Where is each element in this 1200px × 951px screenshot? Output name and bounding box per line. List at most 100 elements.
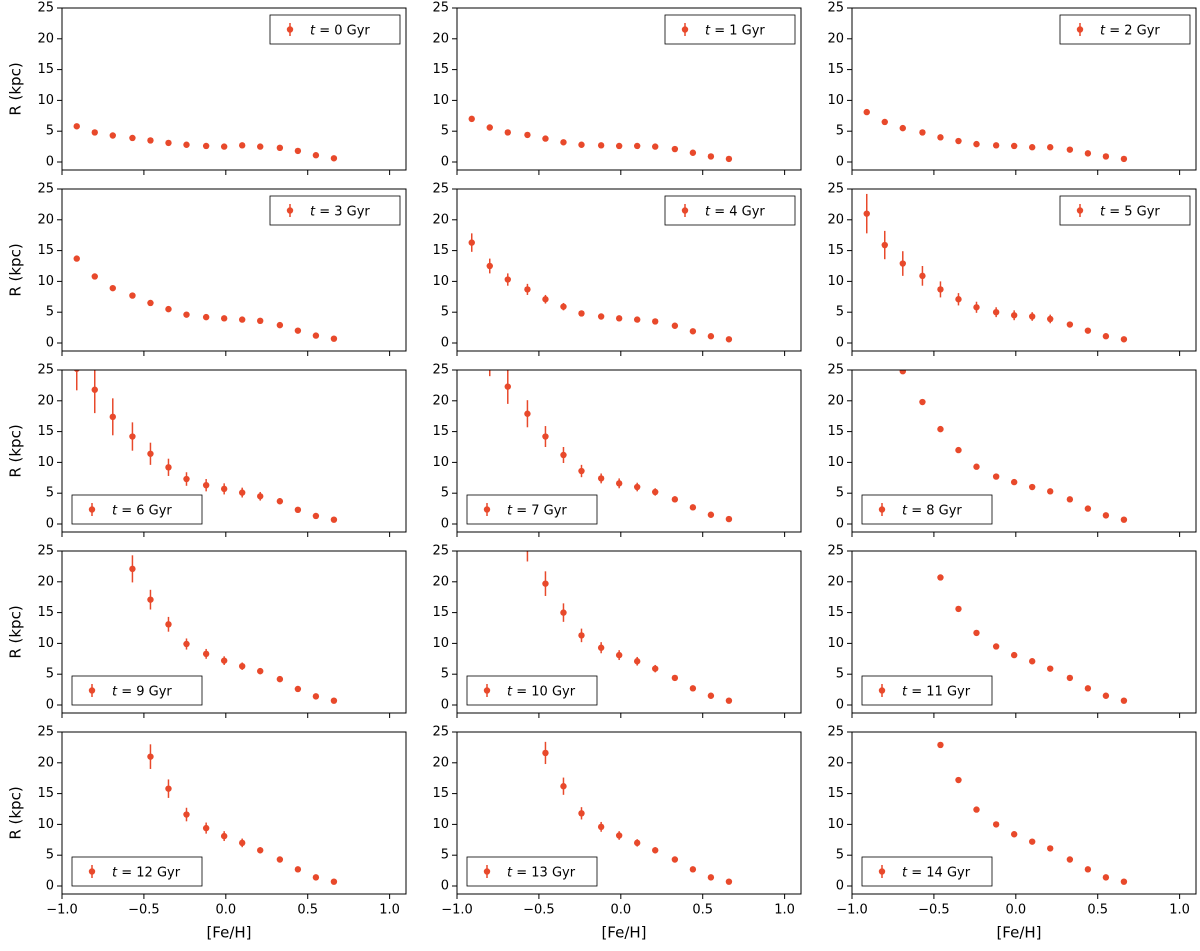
legend-marker bbox=[681, 26, 689, 33]
point bbox=[899, 260, 906, 267]
point bbox=[257, 493, 264, 500]
point bbox=[1102, 692, 1110, 699]
point bbox=[109, 132, 116, 139]
point bbox=[597, 313, 605, 320]
point bbox=[220, 657, 228, 664]
point bbox=[276, 675, 284, 683]
point bbox=[1120, 336, 1128, 343]
point bbox=[881, 118, 888, 126]
point bbox=[707, 692, 715, 699]
plot-area bbox=[468, 115, 733, 163]
point bbox=[578, 141, 585, 148]
x-tick-label: −0.5 bbox=[128, 903, 160, 918]
legend-marker bbox=[88, 506, 96, 513]
point bbox=[276, 144, 284, 152]
point bbox=[725, 155, 733, 163]
point bbox=[955, 446, 962, 454]
point bbox=[725, 336, 733, 343]
legend: t = 12 Gyr bbox=[71, 856, 203, 887]
y-tick-label: 0 bbox=[836, 697, 844, 712]
y-tick-label: 20 bbox=[432, 393, 449, 408]
y-tick-label: 25 bbox=[432, 363, 449, 378]
point bbox=[147, 753, 154, 760]
y-tick-label: 25 bbox=[37, 725, 54, 740]
y-tick-label: 5 bbox=[441, 486, 449, 501]
x-tick-label: 1.0 bbox=[1169, 903, 1190, 918]
point bbox=[1010, 831, 1018, 838]
x-tick-label: 0.0 bbox=[610, 903, 631, 918]
legend-marker bbox=[88, 868, 96, 875]
y-tick-label: 0 bbox=[46, 697, 54, 712]
plot-area bbox=[489, 370, 733, 523]
y-tick-label: 10 bbox=[37, 274, 54, 289]
y-tick-label: 5 bbox=[836, 667, 844, 682]
plot-area bbox=[73, 255, 338, 342]
legend: t = 11 Gyr bbox=[861, 675, 993, 706]
legend-label: t = 12 Gyr bbox=[112, 865, 181, 880]
legend-label: t = 1 Gyr bbox=[705, 23, 765, 38]
legend-label: t = 8 Gyr bbox=[902, 503, 962, 518]
point bbox=[1010, 651, 1018, 659]
y-tick-label: 25 bbox=[37, 363, 54, 378]
legend-marker bbox=[88, 687, 96, 694]
legend-label: t = 2 Gyr bbox=[1100, 23, 1160, 38]
point bbox=[276, 321, 284, 329]
point bbox=[919, 398, 926, 406]
point bbox=[542, 749, 549, 757]
point bbox=[863, 210, 870, 217]
point bbox=[615, 315, 623, 322]
point bbox=[220, 485, 228, 493]
legend-marker bbox=[483, 687, 491, 694]
point bbox=[220, 143, 228, 150]
point bbox=[73, 123, 80, 130]
panel: 0 5 10 15 20 25 t = 5 Gyr bbox=[827, 182, 1197, 356]
y-tick-label: 20 bbox=[827, 574, 844, 589]
legend-label: t = 5 Gyr bbox=[1100, 204, 1160, 219]
legend-marker bbox=[1076, 26, 1084, 33]
y-tick-label: 10 bbox=[37, 455, 54, 470]
point bbox=[899, 370, 906, 375]
y-tick-label: 5 bbox=[441, 124, 449, 139]
point bbox=[689, 685, 697, 692]
point bbox=[73, 370, 80, 372]
point bbox=[294, 327, 302, 334]
legend-label: t = 0 Gyr bbox=[310, 23, 370, 38]
point bbox=[486, 124, 493, 131]
y-axis-label: R (kpc) bbox=[7, 243, 25, 296]
point bbox=[165, 305, 172, 313]
plot-area bbox=[73, 123, 338, 162]
axes-frame bbox=[61, 369, 407, 533]
y-axis-label: R (kpc) bbox=[7, 605, 25, 658]
y-tick-label: 20 bbox=[432, 755, 449, 770]
point bbox=[238, 489, 246, 496]
plot-area bbox=[468, 233, 733, 343]
point bbox=[615, 142, 623, 150]
point bbox=[202, 481, 210, 489]
point bbox=[109, 284, 116, 292]
point bbox=[183, 640, 190, 648]
y-tick-label: 0 bbox=[46, 516, 54, 531]
point bbox=[652, 847, 659, 854]
point bbox=[330, 878, 338, 885]
x-axis-label: [Fe/H] bbox=[996, 924, 1041, 942]
point bbox=[937, 134, 944, 141]
point bbox=[597, 475, 605, 482]
plot-area bbox=[73, 370, 338, 523]
point bbox=[312, 332, 320, 339]
point bbox=[1028, 144, 1036, 151]
point bbox=[689, 149, 697, 156]
x-tick-label: 0.0 bbox=[215, 903, 236, 918]
point bbox=[955, 605, 962, 613]
point bbox=[542, 135, 549, 142]
point bbox=[1084, 150, 1092, 157]
point bbox=[165, 621, 172, 628]
y-tick-label: 20 bbox=[37, 31, 54, 46]
point bbox=[129, 565, 136, 573]
point bbox=[973, 463, 980, 470]
y-tick-label: 20 bbox=[827, 393, 844, 408]
axes-frame bbox=[851, 188, 1197, 352]
point bbox=[973, 140, 980, 148]
axes-frame bbox=[61, 188, 407, 352]
point bbox=[707, 511, 715, 518]
y-tick-label: 25 bbox=[432, 725, 449, 740]
